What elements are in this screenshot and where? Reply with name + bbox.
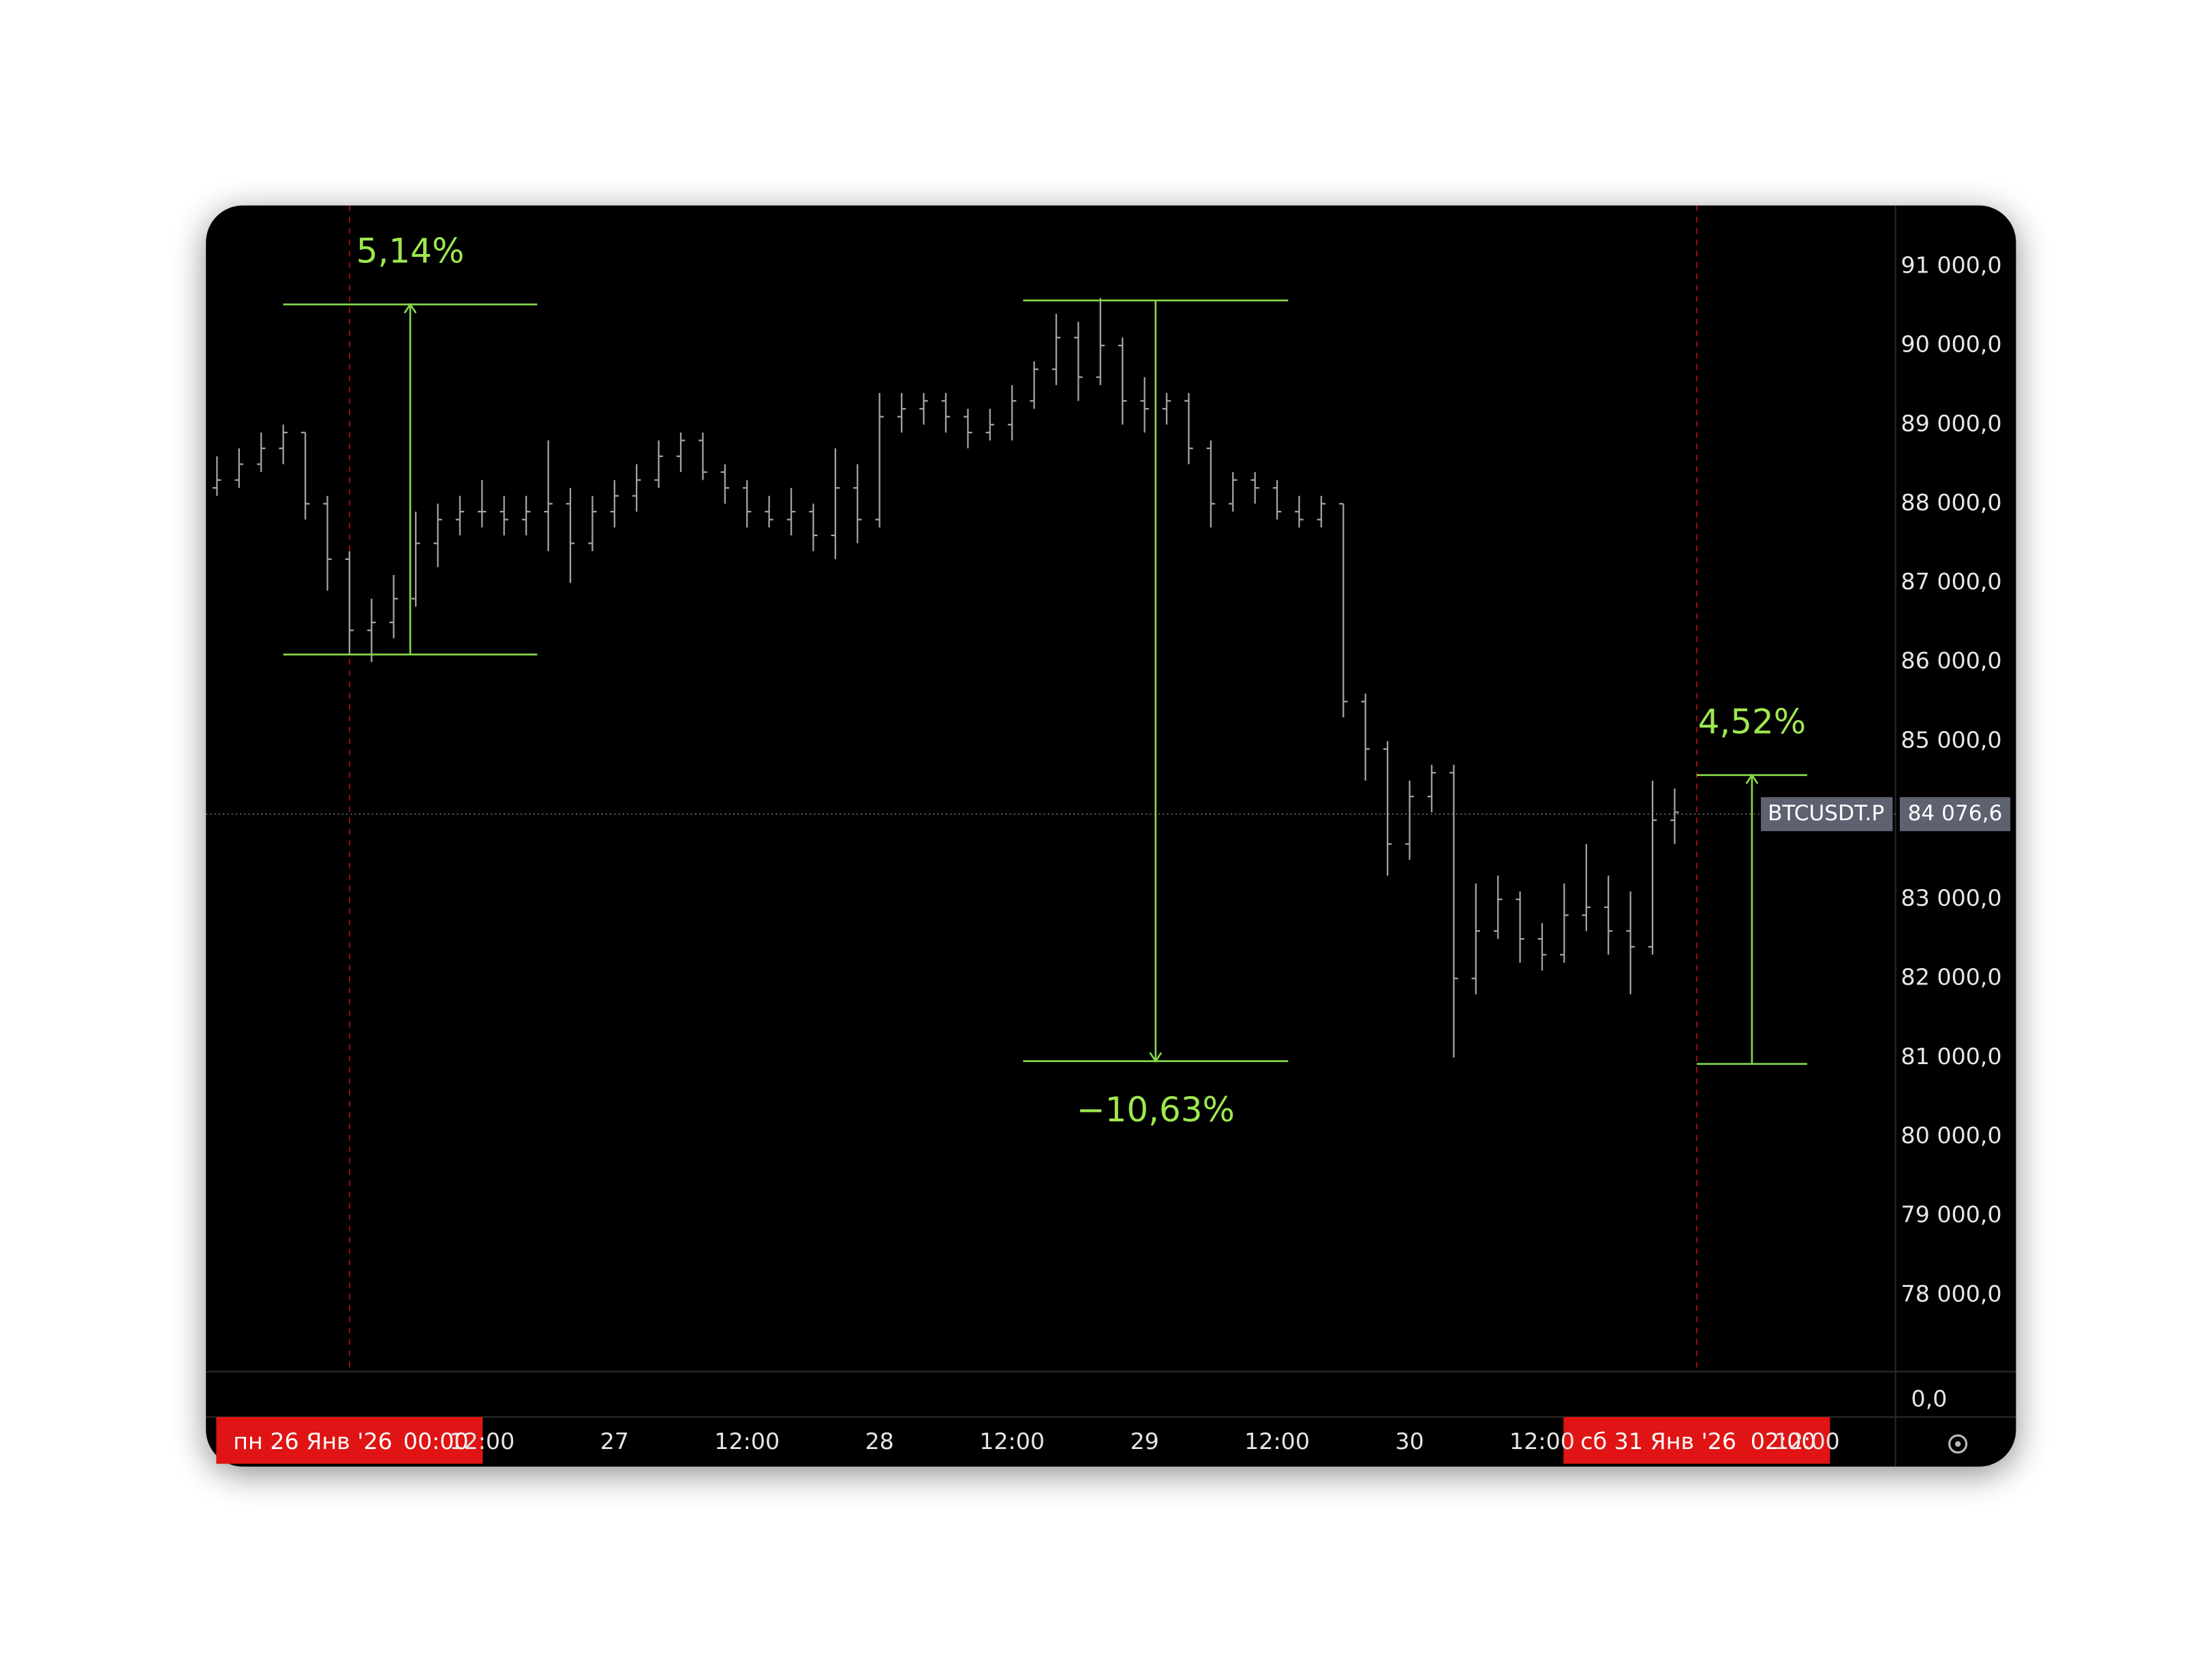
ruler-label: 5,14% (356, 232, 465, 271)
ruler-arrowhead (403, 302, 417, 314)
ruler-label: 4,52% (1698, 702, 1807, 741)
time-marker-time: 00:00 (403, 1428, 469, 1454)
x-tick-label: 12:00 (1509, 1428, 1575, 1454)
y-tick-label: 87 000,0 (1901, 568, 2001, 595)
chart-card (206, 205, 2016, 1467)
time-marker-date: сб 31 Янв '26 (1580, 1428, 1736, 1454)
ruler-arrowhead (1149, 1052, 1163, 1063)
y-tick-label: 88 000,0 (1901, 489, 2001, 516)
symbol-label-bg (1760, 797, 1893, 832)
x-tick-label: 12:00 (1244, 1428, 1310, 1454)
y-tick-label: 82 000,0 (1901, 964, 2001, 991)
y-tick-label: 86 000,0 (1901, 647, 2001, 674)
settings-button[interactable] (1948, 1434, 1968, 1454)
y-tick-label: 83 000,0 (1901, 885, 2001, 912)
y-tick-label: 89 000,0 (1901, 410, 2001, 437)
y-tick-label: 80 000,0 (1901, 1122, 2001, 1149)
time-marker-bg (1563, 1417, 1830, 1464)
x-tick-label: 30 (1395, 1428, 1424, 1454)
x-tick-label: 12:00 (449, 1428, 514, 1454)
pane2-tick-label: 0,0 (1911, 1386, 1947, 1412)
x-tick-label: 28 (865, 1428, 894, 1454)
plot-area (206, 205, 1896, 1372)
y-tick-label: 90 000,0 (1901, 331, 2001, 358)
time-marker-time: 02:00 (1751, 1428, 1816, 1454)
last-price-bg (1899, 797, 2011, 832)
y-tick-label: 81 000,0 (1901, 1043, 2001, 1070)
time-marker-bg (216, 1417, 483, 1464)
overlay: 5,14% −10,63% 4,52% BTCUSDT.P 84 076,6 пн 26 … (216, 232, 2011, 1464)
y-tick-label: 79 000,0 (1901, 1201, 2001, 1228)
x-tick-label: 27 (600, 1428, 629, 1454)
last-price-label: 84 076,6 (1907, 801, 2002, 826)
x-tick-label: 12:00 (1775, 1428, 1840, 1454)
x-tick-label: 29 (1130, 1428, 1158, 1454)
y-tick-label: 85 000,0 (1901, 726, 2001, 753)
settings-icon-dot (1954, 1441, 1961, 1447)
time-marker-date: пн 26 Янв '26 (233, 1428, 393, 1454)
symbol-label: BTCUSDT.P (1768, 801, 1884, 826)
ruler-arrowhead (1745, 773, 1759, 785)
y-tick-label: 78 000,0 (1901, 1280, 2001, 1307)
ruler-label: −10,63% (1077, 1090, 1235, 1130)
y-tick-label: 91 000,0 (1901, 252, 2001, 279)
x-tick-label: 12:00 (714, 1428, 780, 1454)
x-tick-label: 12:00 (979, 1428, 1045, 1454)
